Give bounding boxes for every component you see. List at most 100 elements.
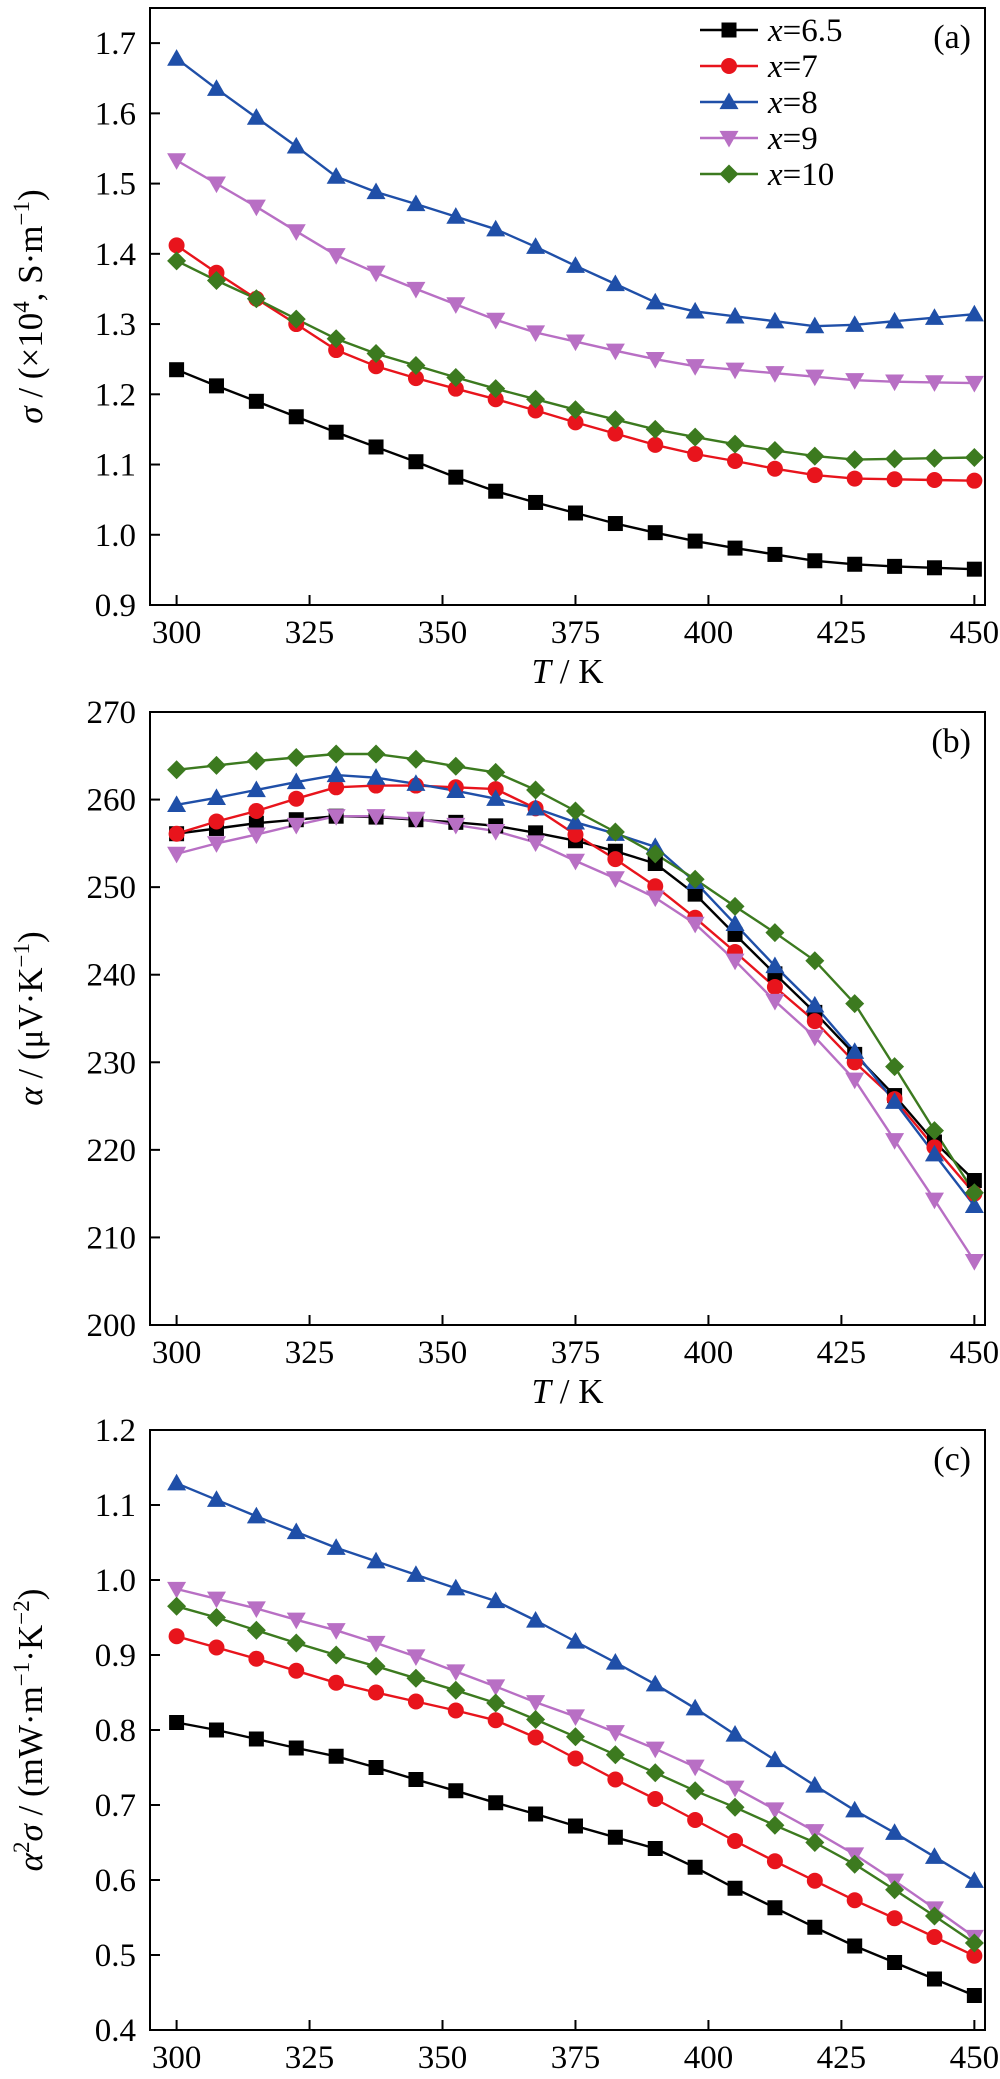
y-axis-unit-sup: −1: [9, 201, 34, 225]
data-point: [645, 1763, 665, 1783]
x-axis-label: T / K: [532, 1372, 604, 1411]
x-axis-symbol: T: [532, 1372, 554, 1411]
data-point: [486, 312, 506, 330]
legend-value: =8: [783, 85, 818, 121]
data-point: [964, 1183, 984, 1203]
y-axis-sup3: −2: [9, 1600, 34, 1624]
data-point: [206, 836, 226, 853]
x-tick-label: 350: [418, 1335, 468, 1371]
data-point: [167, 1473, 187, 1491]
data-point: [366, 344, 386, 364]
x-tick-label: 350: [418, 2040, 468, 2076]
data-point: [526, 1710, 546, 1729]
data-point: [448, 1783, 464, 1799]
legend-label: x=6.5: [767, 13, 843, 49]
data-point: [765, 1802, 785, 1819]
y-axis-sup2: −1: [9, 1662, 34, 1686]
data-point: [846, 470, 863, 487]
legend: x=6.5x=7x=8x=9x=10: [700, 13, 843, 193]
data-point: [924, 1847, 944, 1864]
data-point: [486, 823, 506, 841]
x-tick-label: 300: [152, 615, 202, 651]
data-point: [486, 1693, 506, 1713]
y-tick-label: 220: [87, 1133, 137, 1169]
data-point: [526, 780, 546, 800]
data-point: [805, 995, 825, 1013]
data-point: [206, 176, 226, 194]
y-tick-label: 200: [87, 1308, 137, 1344]
data-point: [487, 391, 504, 408]
data-point: [528, 1806, 544, 1822]
data-point: [846, 1892, 863, 1909]
data-point: [685, 359, 705, 376]
data-point: [964, 1253, 984, 1271]
data-point: [567, 1818, 583, 1834]
data-point: [286, 1522, 306, 1540]
data-point: [966, 1988, 982, 2003]
data-point: [246, 1601, 266, 1618]
y-tick-label: 0.6: [95, 1863, 136, 1899]
data-point: [807, 1919, 823, 1935]
data-point: [647, 878, 664, 895]
data-point: [725, 434, 745, 454]
series-line-8: [175, 57, 975, 328]
data-point: [966, 472, 983, 489]
data-point: [565, 812, 585, 830]
y-tick-label: 0.5: [95, 1938, 136, 1974]
data-point: [486, 1591, 506, 1609]
data-point: [845, 1854, 865, 1874]
x-tick-label: 375: [551, 2040, 601, 2076]
data-point: [286, 1612, 306, 1630]
data-point: [526, 835, 546, 852]
data-point: [167, 846, 187, 864]
data-point: [167, 1581, 187, 1599]
data-point: [286, 309, 306, 329]
data-point: [248, 1731, 264, 1747]
panel-c: 300 325 350 375 400 425 450 0.4 0.5 0.6 0.7 0.8 0.9 1…: [9, 1413, 999, 2079]
data-point: [366, 1551, 386, 1569]
data-point: [168, 237, 185, 254]
data-point: [286, 817, 306, 835]
x-axis-unit: / K: [551, 652, 604, 691]
data-point: [847, 1938, 863, 1954]
data-point: [964, 304, 984, 322]
plot-frame: [149, 711, 986, 1326]
data-point: [526, 1695, 546, 1712]
y-axis-text: / (×10: [11, 313, 50, 407]
data-point: [964, 1933, 984, 1953]
data-point: [924, 308, 944, 325]
y-tick-label: 1.7: [95, 26, 136, 62]
data-point: [167, 49, 187, 66]
legend-label: x=9: [767, 121, 818, 157]
data-point: [326, 1623, 346, 1640]
data-point: [328, 424, 344, 440]
data-point: [326, 765, 346, 783]
data-point: [806, 1013, 823, 1030]
data-point: [805, 369, 825, 387]
data-point: [687, 533, 703, 549]
y-tick-label: 1.6: [95, 96, 136, 132]
legend-label: x=8: [767, 85, 818, 121]
data-point: [248, 393, 264, 409]
data-point: [886, 1910, 903, 1927]
data-point: [408, 454, 424, 470]
data-point: [246, 827, 266, 845]
data-point: [446, 1680, 466, 1700]
x-tick-label: 325: [285, 2040, 335, 2076]
x-tick-label: 300: [152, 1335, 202, 1371]
data-point: [687, 1812, 704, 1828]
data-point: [407, 1693, 424, 1710]
data-point: [647, 1791, 664, 1807]
legend-marker: [719, 92, 739, 110]
x-tick-label: 300: [152, 2040, 202, 2076]
data-point: [406, 749, 426, 769]
data-point: [966, 561, 982, 577]
data-point: [647, 855, 663, 871]
data-point: [807, 553, 823, 569]
data-point: [765, 993, 785, 1011]
data-point: [406, 774, 426, 791]
data-point: [926, 471, 943, 488]
data-point: [765, 440, 785, 460]
data-point: [767, 546, 783, 562]
data-point: [168, 825, 185, 842]
